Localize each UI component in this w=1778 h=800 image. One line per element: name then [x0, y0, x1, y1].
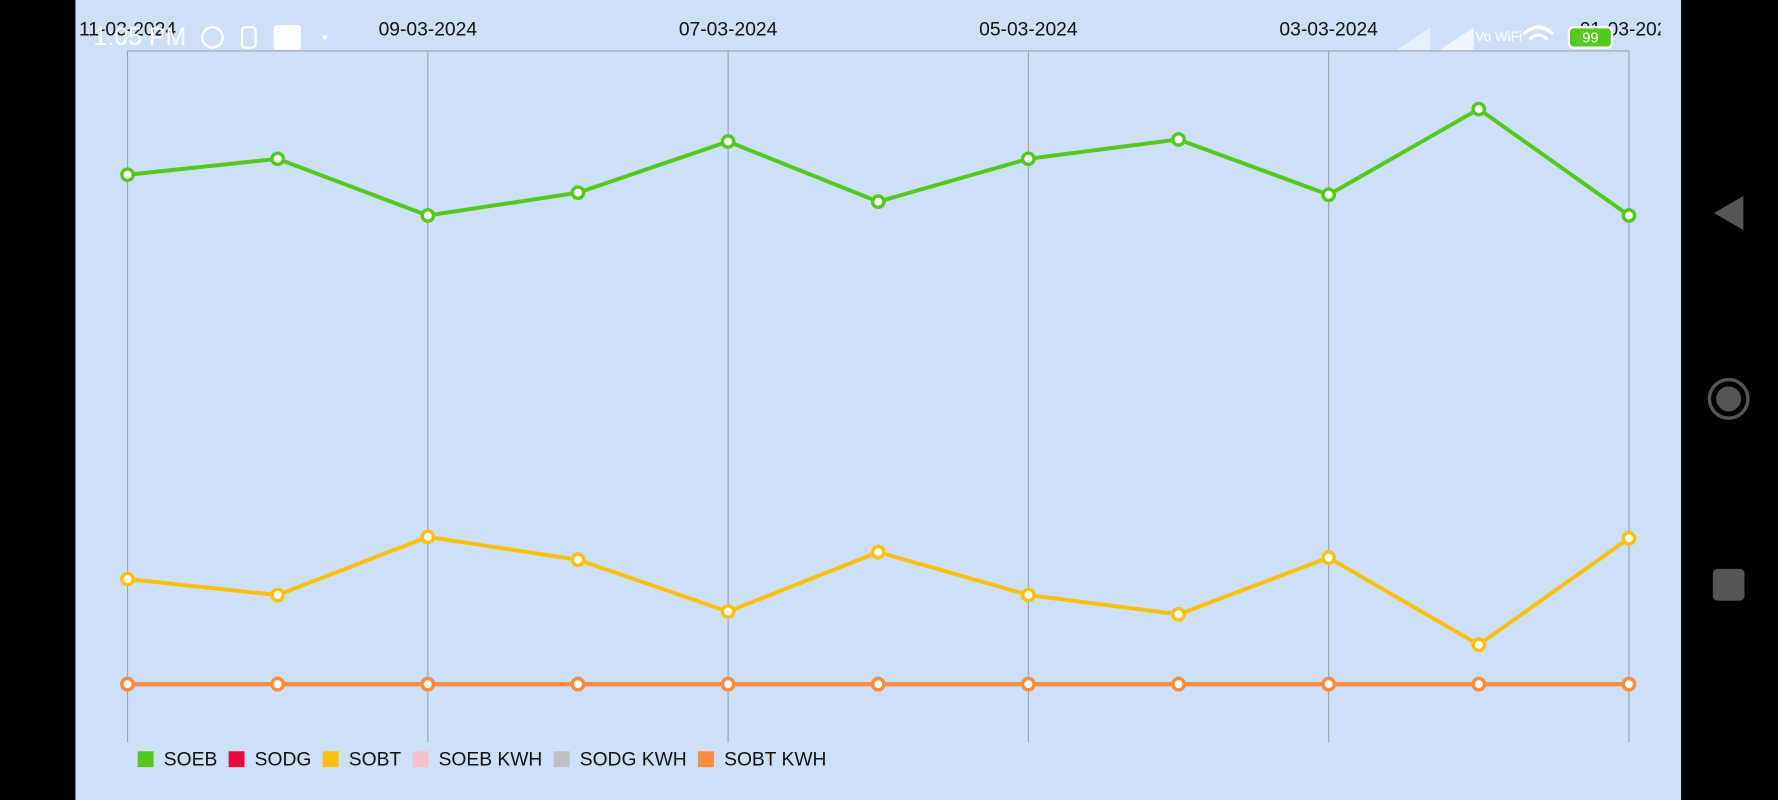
status-bar: 1:05 PM Vo WiFi 99 [94, 23, 1614, 51]
data-point [1621, 530, 1637, 546]
battery-label: 99 [1582, 30, 1598, 46]
data-point [1021, 151, 1036, 167]
data-point [870, 194, 886, 210]
data-point [1171, 676, 1186, 692]
legend-label: SODG KWH [580, 749, 687, 770]
legend-swatch [698, 751, 714, 768]
data-point [1621, 208, 1637, 223]
legend-label: SODG [255, 749, 312, 770]
chart: 11-03-2024 09-03-2024 07-03-2024 05-03-2024… [79, 20, 1661, 743]
data-point [420, 529, 436, 545]
legend-label: SOBT KWH [724, 749, 826, 770]
network-label: Vo WiFi [1475, 29, 1522, 44]
legend-swatch [137, 751, 154, 768]
data-point [120, 167, 135, 183]
status-icon [273, 24, 301, 50]
data-point [870, 676, 886, 692]
x-tick-label: 07-03-2024 [679, 20, 778, 41]
legend-label: SOBT [349, 749, 402, 770]
data-point [120, 676, 135, 692]
status-icon [240, 26, 257, 49]
data-point [1321, 676, 1337, 692]
home-button[interactable] [1707, 377, 1750, 420]
data-point [270, 151, 286, 167]
legend-swatch [228, 751, 245, 768]
data-point [1471, 637, 1487, 653]
legend-label: SOEB KWH [439, 749, 543, 770]
x-tick-label: 05-03-2024 [979, 20, 1078, 41]
chart-panel [75, 0, 1682, 800]
data-point [1171, 132, 1186, 147]
wifi-icon [1522, 25, 1555, 41]
data-point [1471, 101, 1487, 117]
data-point [420, 676, 436, 692]
back-button[interactable] [1713, 196, 1744, 231]
data-point [1021, 676, 1036, 692]
recents-button[interactable] [1712, 568, 1745, 601]
data-point [270, 676, 286, 692]
x-tick-label: 09-03-2024 [379, 20, 478, 41]
data-point [1321, 187, 1337, 203]
legend-label: SOEB [164, 749, 218, 770]
legend-swatch [412, 751, 429, 768]
legend-swatch [553, 751, 570, 768]
nav-bar [1707, 196, 1750, 601]
data-point [1321, 550, 1337, 566]
status-dot [322, 35, 327, 40]
status-time: 1:05 PM [94, 23, 187, 51]
data-point [720, 676, 736, 692]
data-point [270, 587, 286, 603]
data-point [1021, 587, 1036, 603]
legend-swatch [322, 751, 339, 768]
x-tick-label: 11-03-2024 [79, 20, 176, 41]
data-point [570, 676, 586, 692]
home-button-dot [1716, 386, 1742, 412]
data-point [720, 604, 736, 619]
x-tick-label: 03-03-2024 [1279, 20, 1378, 41]
data-point [1621, 676, 1637, 692]
legend: SOEB SODG SOBT SOEB KWH SODG KWH SOBT KWH [137, 749, 826, 770]
data-point [570, 552, 586, 568]
data-point [720, 134, 736, 149]
status-icon [201, 26, 224, 49]
battery-icon [1567, 26, 1614, 49]
data-point [1171, 606, 1186, 622]
data-point [870, 544, 886, 560]
data-point [1471, 676, 1487, 692]
data-point [420, 208, 436, 223]
signal-icon [1439, 27, 1474, 50]
data-point [120, 571, 135, 587]
data-point [570, 185, 586, 201]
